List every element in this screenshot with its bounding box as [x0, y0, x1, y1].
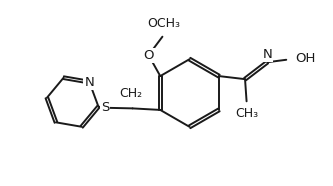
Text: OCH₃: OCH₃	[148, 17, 180, 30]
Text: N: N	[85, 76, 94, 89]
Text: CH₂: CH₂	[120, 87, 143, 100]
Text: OH: OH	[295, 52, 315, 65]
Text: S: S	[101, 101, 109, 114]
Text: N: N	[262, 48, 272, 61]
Text: CH₃: CH₃	[235, 108, 258, 121]
Text: O: O	[143, 49, 154, 62]
